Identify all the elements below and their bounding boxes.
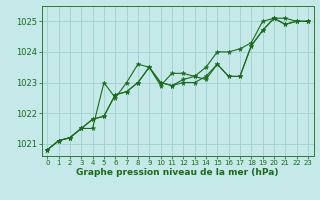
X-axis label: Graphe pression niveau de la mer (hPa): Graphe pression niveau de la mer (hPa) — [76, 168, 279, 177]
